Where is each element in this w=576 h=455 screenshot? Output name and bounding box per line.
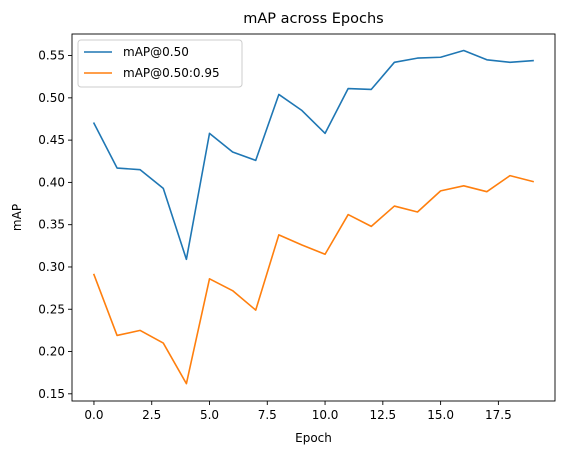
y-tick-label: 0.20 <box>38 345 65 359</box>
x-tick-label: 17.5 <box>485 408 512 422</box>
chart-title: mAP across Epochs <box>243 11 383 27</box>
y-tick-label: 0.35 <box>38 218 65 232</box>
legend-box <box>77 39 243 88</box>
x-tick-label: 12.5 <box>369 408 396 422</box>
y-tick-label: 0.50 <box>38 91 65 105</box>
y-tick-label: 0.55 <box>38 49 65 63</box>
x-tick-label: 0.0 <box>84 408 103 422</box>
x-tick-label: 10.0 <box>312 408 339 422</box>
x-axis-title: Epoch <box>295 431 332 445</box>
plot-area <box>71 33 556 402</box>
y-tick-label: 0.30 <box>38 260 65 274</box>
y-axis-title: mAP <box>10 204 24 231</box>
axes-frame <box>71 33 556 402</box>
y-tick-label: 0.45 <box>38 133 65 147</box>
y-tick-label: 0.40 <box>38 175 65 189</box>
x-tick-label: 15.0 <box>427 408 454 422</box>
legend: mAP@0.50 mAP@0.50:0.95 <box>77 39 243 88</box>
legend-label-1: mAP@0.50:0.95 <box>123 66 220 80</box>
series-line-0 <box>92 49 534 261</box>
x-tick-label: 7.5 <box>258 408 277 422</box>
series-line-1 <box>92 174 535 385</box>
axis-ticks: 0.0 2.5 5.0 7.5 10.0 12.5 15.0 17.5 0.15 0.20 0.25… <box>38 49 511 422</box>
y-tick-label: 0.25 <box>38 302 65 316</box>
x-tick-label: 2.5 <box>142 408 161 422</box>
x-tick-label: 5.0 <box>200 408 219 422</box>
y-tick-label: 0.15 <box>38 387 65 401</box>
legend-label-0: mAP@0.50 <box>123 45 189 59</box>
